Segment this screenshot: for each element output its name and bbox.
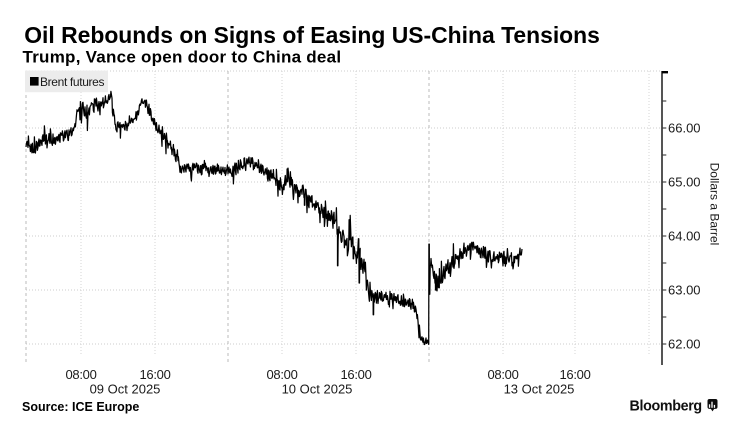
svg-text:13 Oct 2025: 13 Oct 2025 xyxy=(504,382,575,397)
svg-text:62.00: 62.00 xyxy=(668,337,701,352)
svg-text:16:00: 16:00 xyxy=(139,367,170,382)
svg-text:08:00: 08:00 xyxy=(266,367,297,382)
svg-text:63.00: 63.00 xyxy=(668,283,701,298)
svg-text:08:00: 08:00 xyxy=(65,367,96,382)
svg-text:Source: ICE Europe: Source: ICE Europe xyxy=(22,400,139,414)
svg-text:Bloomberg: Bloomberg xyxy=(629,399,701,415)
svg-text:16:00: 16:00 xyxy=(559,367,590,382)
svg-text:16:00: 16:00 xyxy=(340,367,371,382)
svg-text:65.00: 65.00 xyxy=(668,175,701,190)
svg-text:66.00: 66.00 xyxy=(668,121,701,136)
svg-text:10 Oct 2025: 10 Oct 2025 xyxy=(282,382,353,397)
svg-text:09 Oct 2025: 09 Oct 2025 xyxy=(90,382,161,397)
svg-text:Trump, Vance open door to Chin: Trump, Vance open door to China deal xyxy=(23,48,342,67)
svg-text:Oil Rebounds on Signs of Easin: Oil Rebounds on Signs of Easing US-China… xyxy=(24,22,600,48)
svg-text:64.00: 64.00 xyxy=(668,229,701,244)
svg-text:Brent futures: Brent futures xyxy=(40,75,105,89)
svg-text:08:00: 08:00 xyxy=(487,367,518,382)
svg-text:Dollars a Barrel: Dollars a Barrel xyxy=(708,163,722,246)
